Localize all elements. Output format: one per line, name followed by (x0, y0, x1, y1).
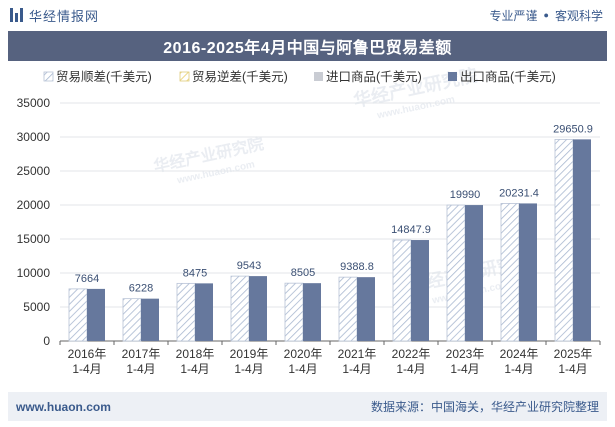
bar-export (357, 277, 375, 341)
legend-swatch (448, 72, 457, 81)
bar-trade-surplus (284, 282, 304, 342)
bar-export (249, 276, 267, 341)
legend-label: 出口商品(千美元) (460, 69, 556, 84)
tagline-left: 专业严谨 (489, 8, 538, 23)
data-label: 8475 (183, 267, 207, 279)
bar-trade-surplus (68, 288, 88, 342)
data-label: 6228 (129, 283, 153, 295)
bar-trade-surplus (176, 282, 196, 342)
bar-export (195, 283, 213, 341)
x-tick-label: 1-4月 (450, 362, 479, 376)
data-label: 8505 (291, 267, 315, 279)
data-label: 7664 (75, 273, 99, 285)
bar-trade-surplus (230, 275, 250, 342)
x-tick-label: 2024年 (500, 347, 539, 361)
brand-name: 华经情报网 (29, 8, 100, 24)
bar-export (87, 288, 105, 341)
bar-export (141, 298, 159, 341)
y-tick-label: 15000 (17, 232, 51, 246)
x-tick-label: 2025年 (554, 347, 593, 361)
bullet-icon: ● (543, 10, 549, 20)
bar-export (411, 240, 429, 341)
x-tick-label: 2016年 (68, 347, 107, 361)
chart-title-bar: 2016-2025年4月中国与阿鲁巴贸易差额 (8, 31, 607, 61)
legend: 贸易顺差(千美元) 贸易逆差(千美元) 进口商品(千美元) 出口商品(千美元) (43, 69, 556, 84)
x-tick-label: 1-4月 (234, 362, 263, 376)
x-tick-label: 2019年 (230, 347, 269, 361)
top-bar: 华经情报网 专业严谨 ● 客观科学 (0, 0, 615, 30)
bar-trade-surplus (446, 204, 466, 342)
x-tick-label: 1-4月 (126, 362, 155, 376)
footer-source: 数据来源：中国海关，华经产业研究院整理 (370, 400, 599, 414)
x-tick-label: 2022年 (392, 347, 431, 361)
data-label: 14847.9 (391, 224, 431, 236)
bar-trade-surplus (554, 138, 574, 342)
x-tick-label: 2018年 (176, 347, 215, 361)
x-tick-label: 1-4月 (504, 362, 533, 376)
footer-url[interactable]: www.huaon.com (16, 399, 111, 414)
legend-swatch (314, 72, 323, 81)
y-tick-label: 0 (43, 334, 50, 348)
legend-label: 贸易顺差(千美元) (56, 70, 152, 84)
bar-trade-surplus (338, 276, 358, 342)
y-tick-label: 25000 (17, 164, 51, 178)
tagline: 专业严谨 ● 客观科学 (490, 7, 603, 24)
bar-export (465, 205, 483, 341)
x-tick-label: 1-4月 (180, 362, 209, 376)
legend-swatch (43, 71, 54, 82)
bar-trade-surplus (392, 239, 412, 342)
bar-export (519, 203, 537, 341)
bar-trade-surplus (500, 203, 520, 342)
x-tick-label: 1-4月 (288, 362, 317, 376)
bar-chart: 华经产业研究院www.huaon.com华经产业研究院www.huaon.com… (17, 64, 601, 376)
brand[interactable]: 华经情报网 (10, 6, 99, 25)
legend-label: 进口商品(千美元) (326, 69, 422, 84)
x-tick-label: 2023年 (446, 347, 485, 361)
legend-label: 贸易逆差(千美元) (192, 69, 288, 84)
data-label: 19990 (450, 189, 481, 201)
x-tick-label: 1-4月 (558, 362, 587, 376)
x-tick-label: 1-4月 (342, 362, 371, 376)
x-tick-label: 1-4月 (72, 362, 101, 376)
legend-swatch (179, 71, 190, 82)
x-tick-label: 2017年 (122, 347, 161, 361)
footer-bar: www.huaon.com 数据来源：中国海关，华经产业研究院整理 (8, 392, 607, 421)
bar-export (303, 283, 321, 341)
x-tick-label: 2020年 (284, 347, 323, 361)
data-label: 9388.8 (340, 261, 374, 273)
tagline-right: 客观科学 (554, 8, 603, 23)
y-tick-label: 5000 (23, 300, 50, 314)
y-tick-label: 35000 (17, 96, 51, 110)
y-tick-label: 20000 (17, 198, 51, 212)
x-tick-label: 1-4月 (396, 362, 425, 376)
x-tick-label: 2021年 (338, 347, 377, 361)
bar-trade-surplus (122, 298, 142, 342)
data-label: 20231.4 (499, 187, 539, 199)
y-tick-label: 30000 (17, 130, 51, 144)
y-tick-label: 10000 (17, 266, 51, 280)
bar-export (573, 139, 591, 341)
brand-logo-icon (10, 8, 23, 22)
data-label: 29650.9 (553, 123, 593, 135)
data-label: 9543 (237, 260, 261, 272)
chart-title: 2016-2025年4月中国与阿鲁巴贸易差额 (163, 40, 452, 57)
